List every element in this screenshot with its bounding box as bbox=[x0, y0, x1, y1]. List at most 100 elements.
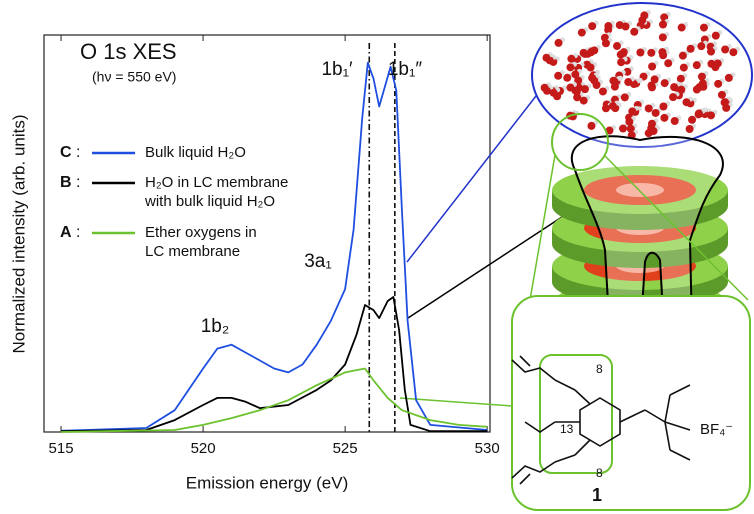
oxygen bbox=[567, 54, 576, 63]
oxygen bbox=[636, 48, 645, 57]
oxygen bbox=[724, 73, 733, 82]
oxygen bbox=[601, 39, 610, 48]
oxygen bbox=[587, 121, 596, 130]
legend-label: Ether oxygens in LC membrane bbox=[145, 224, 257, 260]
oxygen bbox=[601, 104, 610, 113]
oxygen bbox=[563, 73, 572, 82]
oxygen bbox=[658, 33, 667, 42]
oxygen bbox=[664, 59, 673, 68]
oxygen bbox=[619, 48, 628, 57]
oxygen bbox=[717, 90, 726, 99]
oxygen bbox=[571, 70, 580, 79]
oxygen bbox=[621, 22, 630, 31]
oxygen bbox=[707, 111, 716, 120]
spectrum-line bbox=[60, 61, 488, 432]
oxygen bbox=[625, 117, 634, 126]
oxygen bbox=[648, 62, 657, 71]
molecule-label: 8 bbox=[596, 362, 603, 376]
x-tick-label: 530 bbox=[475, 440, 500, 457]
illustration: 8 13 8 BF₄⁻ 1 bbox=[399, 2, 753, 511]
oxygen bbox=[630, 27, 639, 36]
oxygen bbox=[659, 20, 668, 29]
oxygen bbox=[721, 45, 730, 54]
oxygen bbox=[677, 23, 686, 32]
oxygen bbox=[586, 63, 595, 72]
oxygen bbox=[694, 109, 703, 118]
x-axis-label: Emission energy (eV) bbox=[186, 473, 349, 492]
oxygen bbox=[660, 113, 669, 122]
oxygen bbox=[707, 47, 716, 56]
oxygen bbox=[651, 108, 660, 117]
oxygen bbox=[729, 48, 738, 57]
annotation: (hν = 550 eV) bbox=[92, 69, 176, 85]
oxygen bbox=[598, 87, 607, 96]
oxygen bbox=[686, 44, 695, 53]
molecule-inset bbox=[511, 295, 751, 511]
oxygen bbox=[573, 93, 582, 102]
oxygen bbox=[579, 96, 588, 105]
oxygen bbox=[679, 63, 688, 72]
oxygen bbox=[721, 98, 730, 107]
legend-key: A bbox=[60, 224, 72, 241]
x-tick-label: 525 bbox=[333, 440, 358, 457]
oxygen bbox=[617, 58, 626, 67]
oxygen bbox=[669, 93, 678, 102]
oxygen bbox=[697, 72, 706, 81]
oxygen bbox=[714, 79, 723, 88]
annotation: 1b₁″ bbox=[388, 59, 423, 80]
connector bbox=[529, 154, 556, 301]
oxygen bbox=[623, 67, 632, 76]
oxygen bbox=[677, 85, 686, 94]
connector bbox=[407, 214, 566, 319]
legend-label: H₂O in LC membrane with bulk liquid H₂O bbox=[144, 174, 288, 210]
molecule-label: 13 bbox=[560, 422, 574, 436]
water-molecules bbox=[540, 9, 740, 140]
oxygen bbox=[682, 98, 691, 107]
oxygen bbox=[574, 76, 583, 85]
oxygen bbox=[644, 104, 653, 113]
oxygen bbox=[678, 51, 687, 60]
legend-label: Bulk liquid H₂O bbox=[145, 144, 246, 161]
oxygen bbox=[566, 63, 575, 72]
legend-colon: : bbox=[76, 224, 80, 241]
oxygen bbox=[659, 102, 668, 111]
disk-center bbox=[616, 183, 664, 197]
y-axis-label: Normalized intensity (arb. units) bbox=[9, 114, 28, 353]
oxygen bbox=[658, 48, 667, 57]
oxygen bbox=[588, 22, 597, 31]
annotation: 1b₂ bbox=[201, 316, 230, 337]
oxygen bbox=[624, 78, 633, 87]
oxygen bbox=[554, 38, 563, 47]
oxygen bbox=[647, 119, 656, 128]
connector bbox=[406, 95, 537, 263]
oxygen bbox=[697, 42, 706, 51]
molecule-label: 1 bbox=[592, 485, 602, 505]
oxygen bbox=[688, 115, 697, 124]
oxygen bbox=[699, 23, 708, 32]
oxygen bbox=[626, 124, 635, 133]
zoom-circle bbox=[551, 113, 609, 171]
spectrum-line bbox=[60, 296, 488, 433]
molecule-structure bbox=[511, 355, 691, 485]
molecule-label: 8 bbox=[596, 466, 603, 480]
oxygen bbox=[577, 28, 586, 37]
oxygen bbox=[698, 79, 707, 88]
oxygen bbox=[566, 83, 575, 92]
oxygen bbox=[608, 102, 617, 111]
ether-highlight bbox=[539, 354, 613, 474]
oxygen bbox=[620, 93, 629, 102]
oxygen bbox=[650, 75, 659, 84]
oxygen bbox=[574, 83, 583, 92]
oxygen bbox=[590, 46, 599, 55]
molecule-label: BF₄⁻ bbox=[700, 421, 733, 438]
oxygen bbox=[588, 73, 597, 82]
connector bbox=[603, 154, 749, 301]
oxygen bbox=[647, 81, 656, 90]
oxygen bbox=[605, 126, 614, 135]
plot-frame bbox=[43, 34, 491, 433]
oxygen bbox=[685, 125, 694, 134]
oxygen bbox=[628, 107, 637, 116]
legend-colon: : bbox=[76, 174, 80, 191]
legend-key: C bbox=[60, 144, 72, 161]
oxygen bbox=[707, 59, 716, 68]
